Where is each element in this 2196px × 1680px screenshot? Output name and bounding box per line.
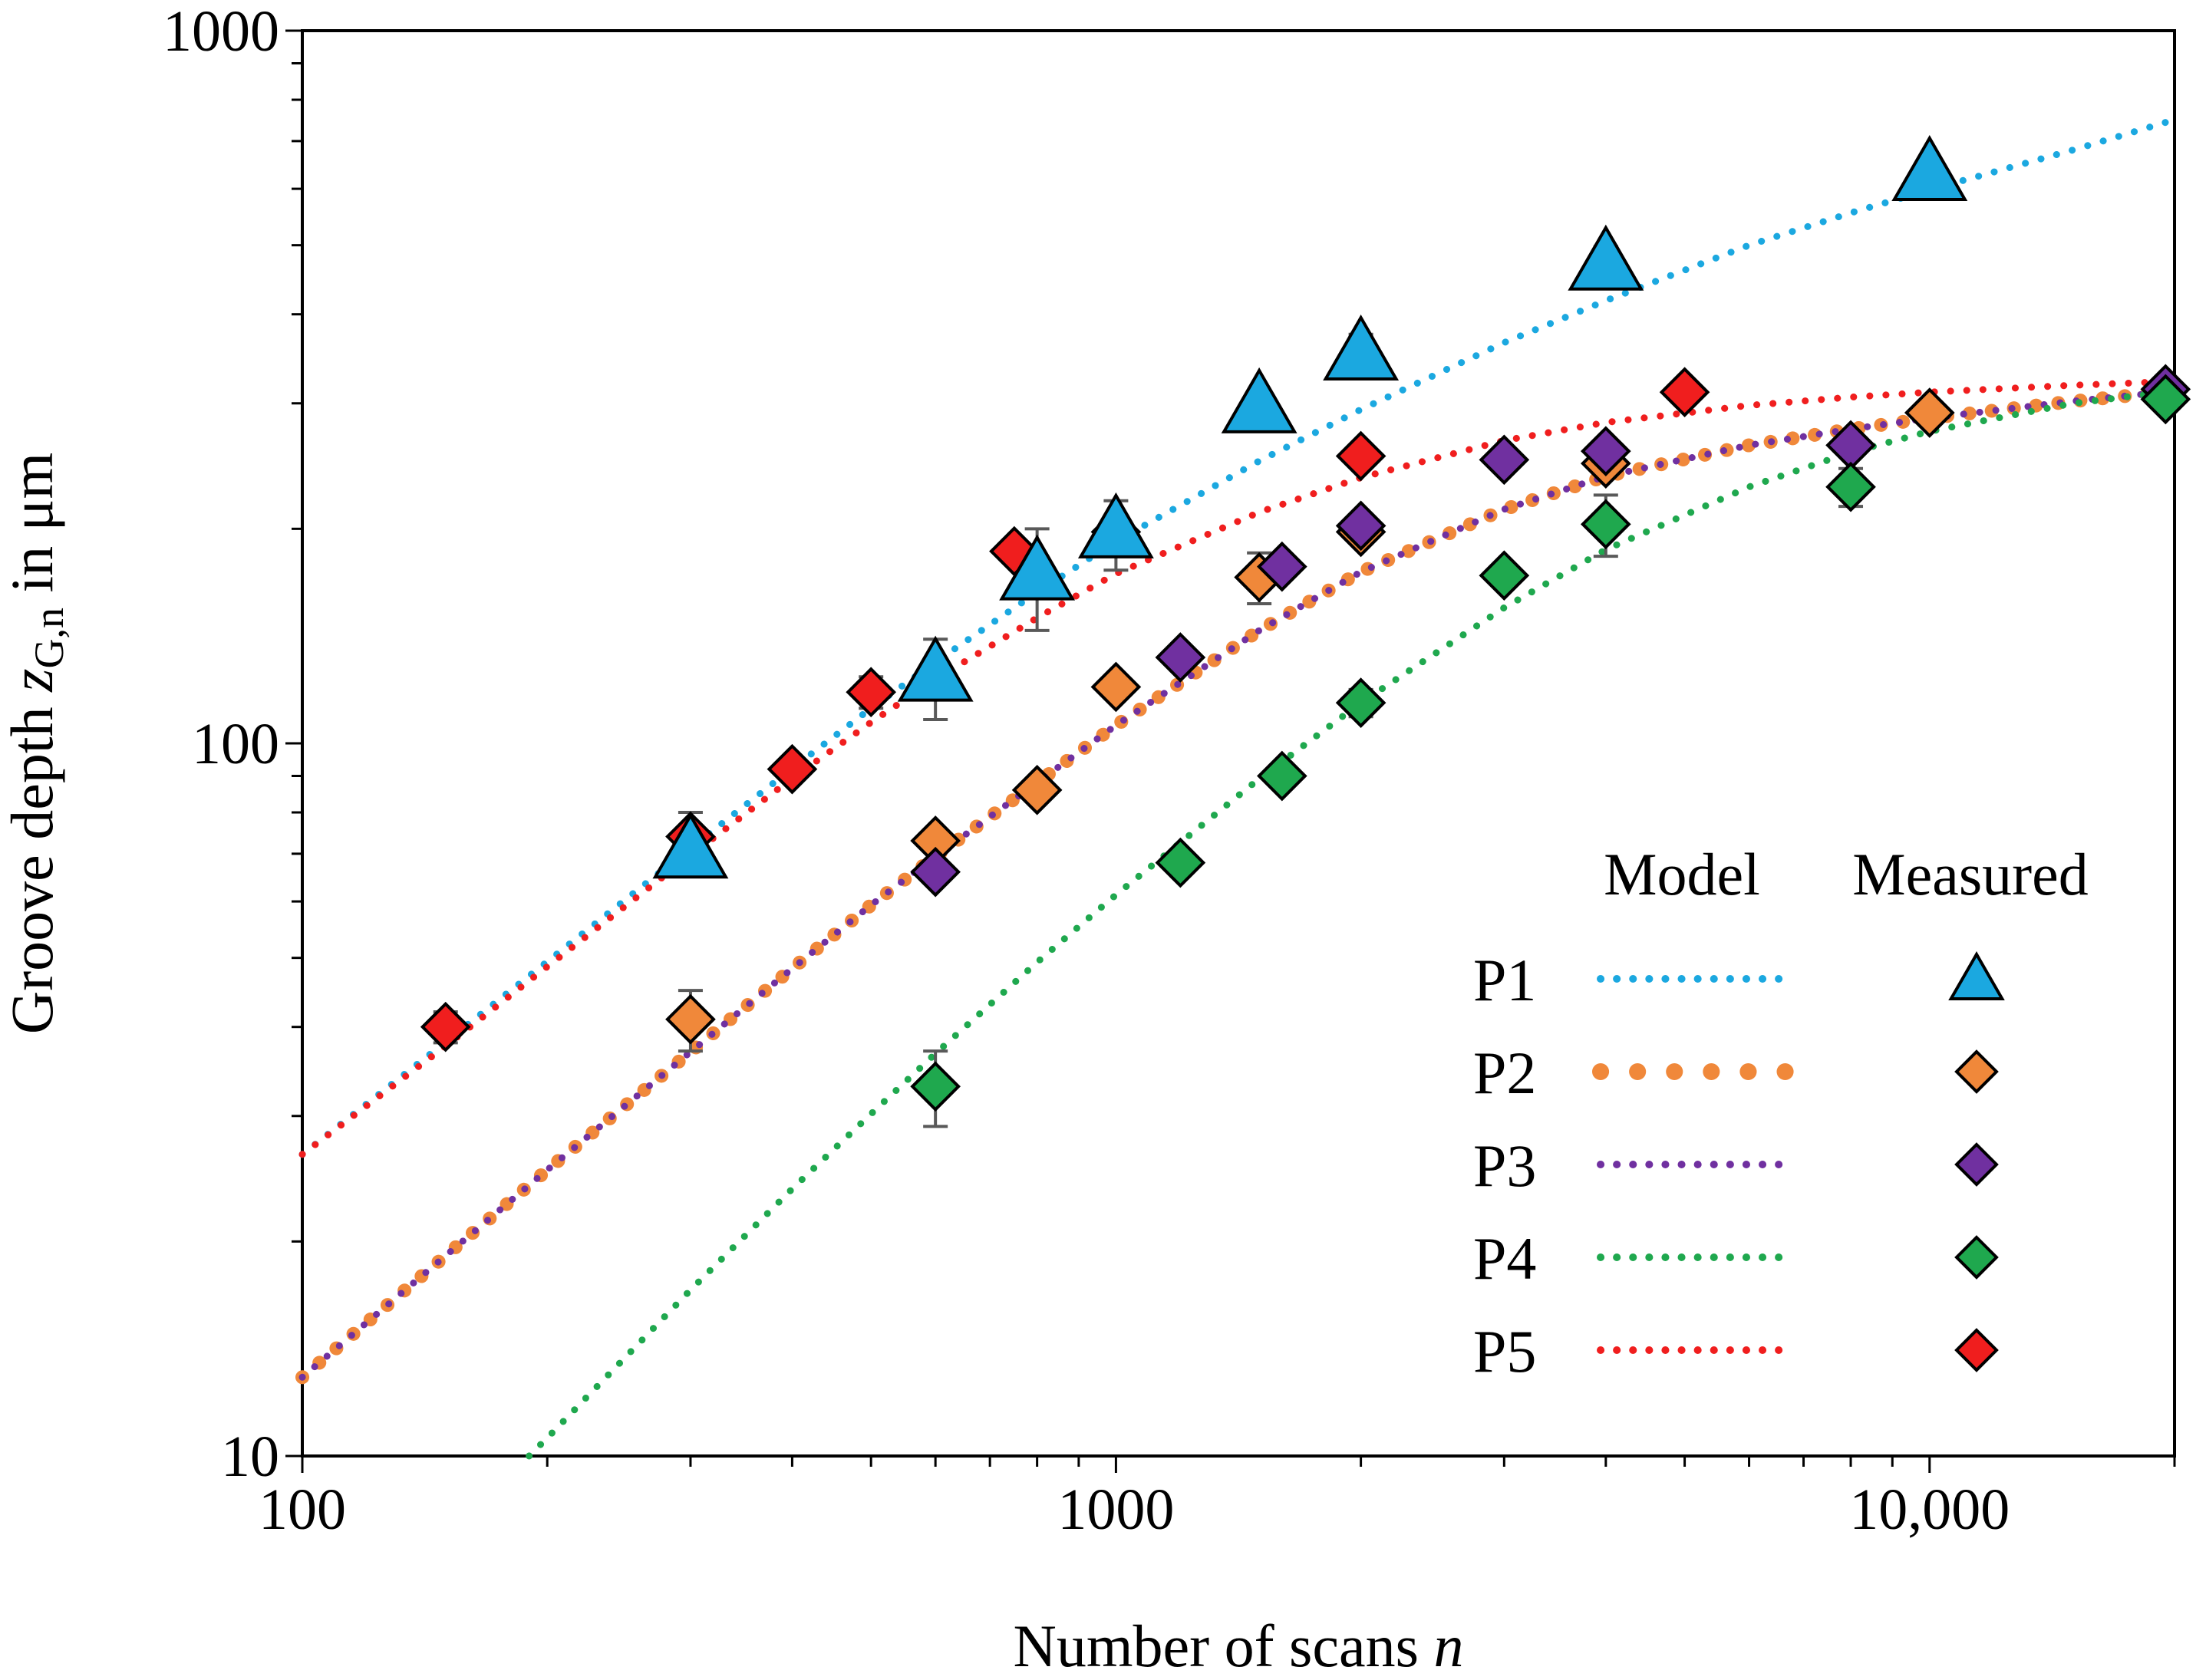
marker-p4	[1155, 837, 1206, 888]
marker-p1	[652, 812, 729, 879]
legend-label-p1: P1	[1473, 947, 1536, 1013]
legend-marker-p5	[1954, 1328, 1999, 1372]
marker-p3	[1479, 434, 1530, 486]
error-bars	[433, 245, 2178, 1128]
marker-p3	[1335, 500, 1387, 552]
legend-marker-p1	[1948, 951, 2005, 1001]
marker-p4	[1825, 461, 1876, 512]
marker-p2	[1011, 765, 1063, 815]
marker-p3	[910, 846, 961, 898]
marker-p3	[1580, 426, 1631, 477]
marker-p5	[1335, 430, 1387, 482]
marker-p1	[1891, 135, 1968, 202]
marker-p4	[1479, 550, 1530, 601]
legend-marker-p4	[1954, 1235, 1999, 1280]
marker-p1	[999, 534, 1076, 601]
legend-label-p4: P4	[1473, 1225, 1536, 1292]
marker-p4	[1335, 677, 1387, 728]
legend: Model Measured P1 P2 P3 P4 P5	[1473, 841, 2089, 1385]
plot-frame	[301, 29, 2176, 1458]
marker-p1	[1221, 367, 1297, 433]
y-tick-label: 10	[221, 1425, 279, 1489]
marker-p2	[665, 993, 716, 1045]
marker-p4	[2140, 374, 2191, 425]
x-tick-label: 1000	[1057, 1477, 1174, 1542]
marker-p2	[1090, 661, 1142, 713]
marker-p1	[1323, 314, 1400, 380]
measured-markers	[420, 135, 2191, 1112]
legend-label-p2: P2	[1473, 1039, 1536, 1106]
marker-p3	[1257, 541, 1307, 592]
marker-p4	[910, 1061, 961, 1112]
x-tick-label: 10,000	[1849, 1477, 2010, 1542]
legend-header-model: Model	[1604, 841, 1760, 908]
marker-p4	[1257, 750, 1307, 802]
marker-p4	[1580, 499, 1631, 550]
y-tick-label: 100	[192, 712, 279, 776]
legend-label-p3: P3	[1473, 1132, 1536, 1199]
marker-p2	[1904, 387, 1955, 438]
legend-marker-p2	[1954, 1049, 1999, 1094]
marker-p5	[846, 667, 897, 718]
marker-p5	[1659, 367, 1710, 418]
model-curve-p2	[295, 384, 2181, 1385]
marker-p1	[897, 635, 974, 702]
legend-header-measured: Measured	[1852, 841, 2089, 908]
model-curves	[295, 116, 2181, 1460]
marker-p1	[1568, 224, 1644, 291]
x-axis-title: Number of scans n	[1013, 1612, 1463, 1679]
marker-p3	[1155, 632, 1206, 683]
model-curve-p5	[298, 377, 2178, 1158]
axis-ticks	[285, 29, 2176, 1473]
legend-label-p5: P5	[1473, 1318, 1536, 1385]
legend-marker-p3	[1954, 1142, 1999, 1187]
marker-p1	[1077, 492, 1154, 558]
model-curve-p4	[526, 387, 2178, 1460]
y-axis-title: Groove depth zG,n in μm	[0, 453, 72, 1034]
model-curve-p1	[298, 116, 2178, 1158]
axis-titles: Number of scans n Groove depth zG,n in μm	[0, 453, 1464, 1679]
marker-p5	[420, 1001, 471, 1052]
y-tick-label: 1000	[163, 0, 279, 64]
marker-p5	[767, 743, 818, 795]
x-tick-label: 100	[259, 1477, 346, 1542]
